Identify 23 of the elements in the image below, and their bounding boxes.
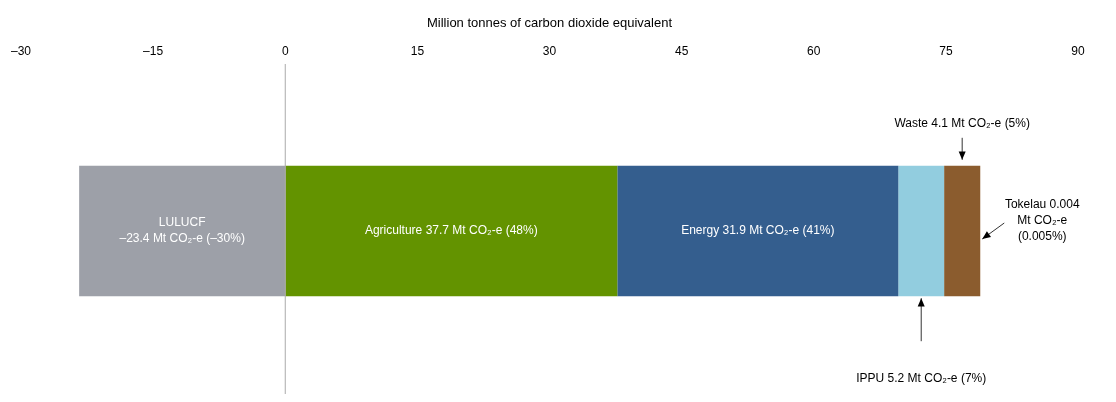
text: Mt CO₂-e (0.005%): [1017, 213, 1068, 244]
x-axis-title: Million tonnes of carbon dioxide equivalent: [427, 15, 673, 31]
x-tick-label: –30: [11, 44, 32, 59]
series-label: LULUCF: [158, 215, 206, 230]
text: Energy 31.9 Mt CO₂-e (41%): [681, 223, 835, 238]
text: IPPU 5.2 Mt CO₂-e (7%): [856, 370, 987, 385]
data-label: –23.4 Mt CO₂-e (–30%): [119, 231, 245, 246]
bar: [617, 165, 899, 297]
bar: [79, 165, 286, 297]
x-tick-label: 90: [1071, 44, 1085, 59]
x-tick-label: 60: [807, 44, 821, 59]
x-tick-label: 0: [281, 44, 289, 59]
bar: [944, 165, 981, 297]
bar: [898, 165, 945, 297]
x-tick-label: 15: [410, 44, 425, 59]
x-tick-label: 45: [674, 44, 689, 59]
x-tick-label: 75: [939, 44, 953, 59]
x-tick-label: 30: [542, 44, 557, 59]
text: Tokelau 0.004: [1004, 197, 1080, 212]
text: Agriculture 37.7 Mt CO₂-e (48%): [364, 223, 538, 238]
x-tick-label: –15: [143, 44, 164, 59]
text: Waste 4.1 Mt CO₂-e (5%): [894, 116, 1030, 131]
bar: [285, 165, 618, 297]
